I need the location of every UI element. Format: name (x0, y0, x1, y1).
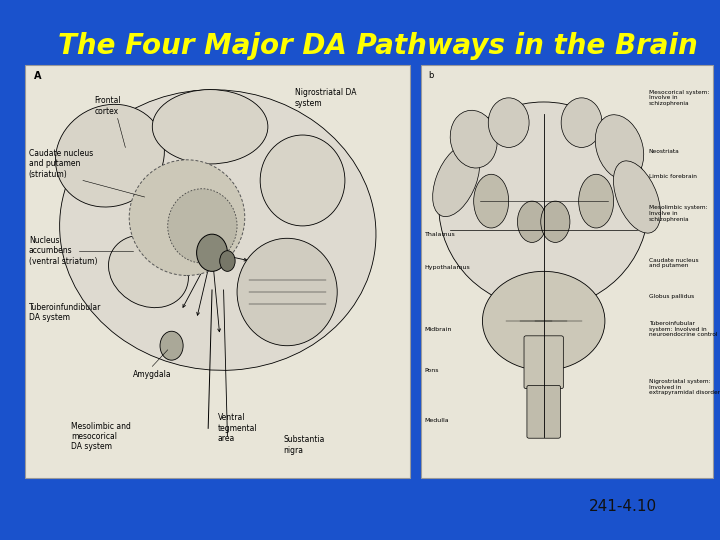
Text: Frontal
cortex: Frontal cortex (94, 97, 121, 116)
Bar (421, 65, 713, 478)
Ellipse shape (168, 189, 237, 263)
Ellipse shape (197, 234, 228, 271)
Ellipse shape (450, 110, 498, 168)
Ellipse shape (488, 98, 529, 147)
Text: Ventral
tegmental
area: Ventral tegmental area (217, 414, 258, 443)
Text: Caudate nucleus
and putamen: Caudate nucleus and putamen (649, 258, 698, 268)
Text: Hypothalamus: Hypothalamus (425, 265, 471, 269)
FancyBboxPatch shape (524, 336, 563, 389)
Text: Nucleus
accumbens
(ventral striatum): Nucleus accumbens (ventral striatum) (29, 236, 97, 266)
Text: The Four Major DA Pathways in the Brain: The Four Major DA Pathways in the Brain (58, 32, 698, 60)
Text: Limbic forebrain: Limbic forebrain (649, 174, 696, 179)
Text: Amygdala: Amygdala (133, 370, 171, 379)
Text: Nigrostriatal DA
system: Nigrostriatal DA system (295, 88, 356, 107)
Ellipse shape (129, 160, 245, 275)
Text: Mesolimbic system:
Involve in
schizophrenia: Mesolimbic system: Involve in schizophre… (649, 205, 707, 222)
Ellipse shape (474, 174, 508, 228)
Ellipse shape (60, 90, 376, 370)
Text: Thalamus: Thalamus (425, 232, 456, 237)
Ellipse shape (541, 201, 570, 242)
Text: Mesocorical system:
Involve in
schizophrenia: Mesocorical system: Involve in schizophr… (649, 90, 709, 106)
Ellipse shape (433, 144, 480, 217)
Text: Midbrain: Midbrain (425, 327, 452, 332)
Text: 241-4.10: 241-4.10 (589, 499, 657, 514)
Text: Tuberoinfundibular
DA system: Tuberoinfundibular DA system (29, 303, 102, 322)
Ellipse shape (153, 90, 268, 164)
Text: Medulla: Medulla (425, 417, 449, 423)
Ellipse shape (613, 161, 660, 233)
Text: b: b (428, 71, 433, 80)
Ellipse shape (55, 104, 164, 207)
Ellipse shape (518, 201, 546, 242)
Ellipse shape (109, 235, 189, 308)
Text: Nigrostriatal system:
Involved in
extrapyramidal disorders: Nigrostriatal system: Involved in extrap… (649, 379, 720, 395)
Ellipse shape (438, 102, 649, 308)
Ellipse shape (220, 251, 235, 271)
Ellipse shape (260, 135, 345, 226)
Ellipse shape (482, 271, 605, 370)
Text: Neostriata: Neostriata (649, 149, 680, 154)
Text: Tuberoinfubular
system: Involved in
neuroendocrine control: Tuberoinfubular system: Involved in neur… (649, 321, 717, 338)
Text: Caudate nucleus
and putamen
(striatum): Caudate nucleus and putamen (striatum) (29, 149, 93, 179)
Ellipse shape (579, 174, 613, 228)
Ellipse shape (160, 331, 183, 360)
Ellipse shape (561, 98, 602, 147)
Text: Pons: Pons (425, 368, 439, 373)
Text: Mesolimbic and
mesocorical
DA system: Mesolimbic and mesocorical DA system (71, 422, 131, 451)
Text: A: A (34, 71, 41, 82)
Text: Substantia
nigra: Substantia nigra (283, 435, 325, 455)
FancyBboxPatch shape (527, 386, 560, 438)
Bar (25, 65, 410, 478)
Text: Globus pallidus: Globus pallidus (649, 294, 694, 299)
Ellipse shape (595, 114, 644, 180)
Ellipse shape (237, 238, 337, 346)
